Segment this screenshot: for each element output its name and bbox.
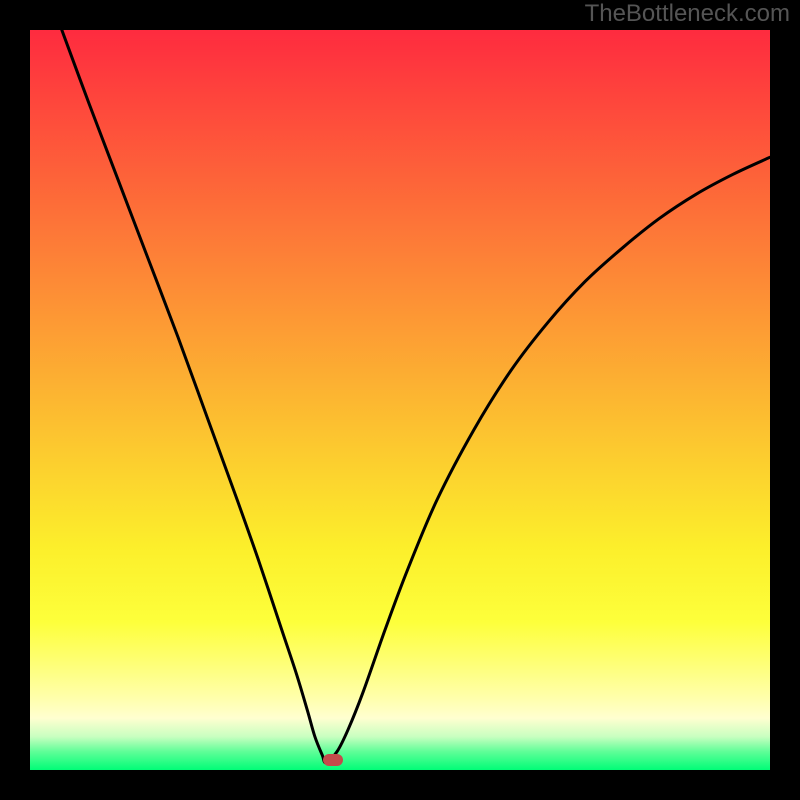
bottleneck-curve	[30, 30, 770, 770]
optimal-marker	[323, 754, 343, 766]
plot-area	[30, 30, 770, 770]
watermark-text: TheBottleneck.com	[585, 0, 790, 28]
